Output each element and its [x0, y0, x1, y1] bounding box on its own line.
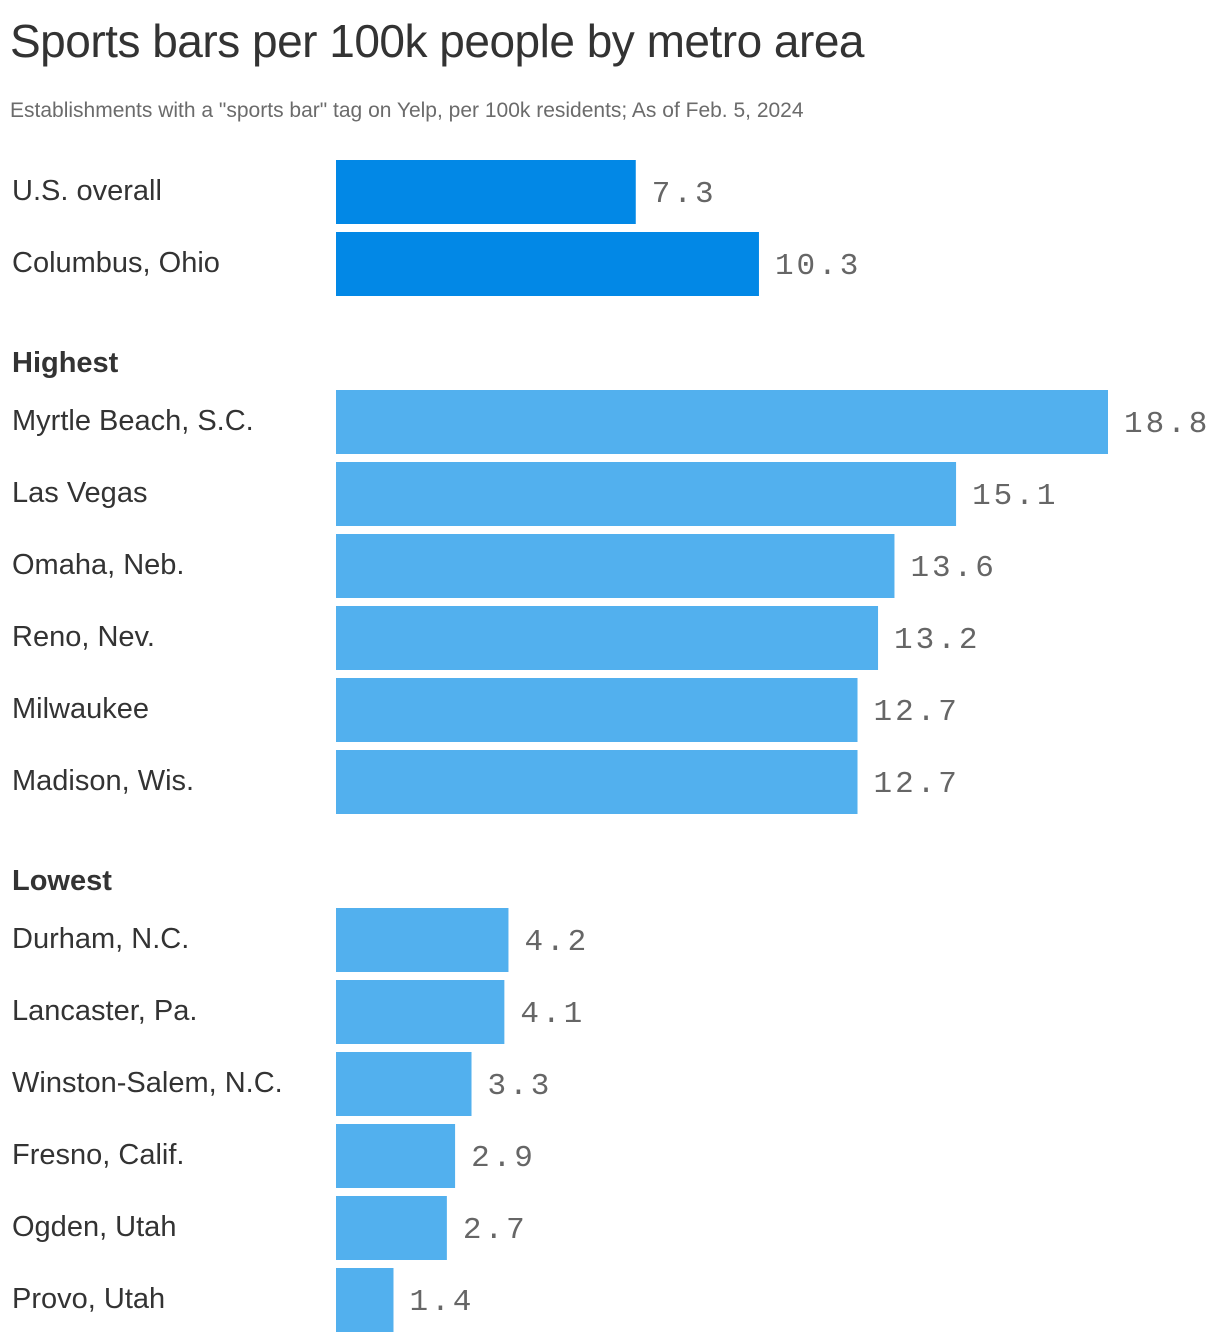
chart-subtitle: Establishments with a "sports bar" tag o… — [10, 99, 804, 122]
bar-u-s-overall — [336, 160, 636, 224]
value-label-columbus-ohio: 10.3 — [775, 249, 861, 284]
value-label-winston-salem-n-c: 3.3 — [488, 1069, 553, 1104]
category-label-omaha-neb: Omaha, Neb. — [12, 549, 184, 581]
value-label-las-vegas: 15.1 — [972, 479, 1058, 514]
bar-lancaster-pa — [336, 980, 505, 1044]
category-label-lancaster-pa: Lancaster, Pa. — [12, 995, 197, 1027]
value-label-fresno-calif: 2.9 — [471, 1141, 536, 1176]
bar-myrtle-beach-s-c — [336, 390, 1108, 454]
value-label-milwaukee: 12.7 — [874, 695, 960, 730]
category-label-las-vegas: Las Vegas — [12, 477, 147, 509]
value-label-u-s-overall: 7.3 — [652, 177, 717, 212]
value-label-myrtle-beach-s-c: 18.8 — [1124, 407, 1210, 442]
category-label-winston-salem-n-c: Winston-Salem, N.C. — [12, 1067, 283, 1099]
category-label-u-s-overall: U.S. overall — [12, 175, 162, 207]
bar-madison-wis — [336, 750, 858, 814]
value-label-ogden-utah: 2.7 — [463, 1213, 528, 1248]
category-label-durham-n-c: Durham, N.C. — [12, 923, 189, 955]
category-label-reno-nev: Reno, Nev. — [12, 621, 155, 653]
category-label-fresno-calif: Fresno, Calif. — [12, 1139, 184, 1171]
category-label-provo-utah: Provo, Utah — [12, 1283, 165, 1315]
bar-omaha-neb — [336, 534, 895, 598]
category-label-milwaukee: Milwaukee — [12, 693, 149, 725]
bar-las-vegas — [336, 462, 957, 526]
bar-milwaukee — [336, 678, 858, 742]
bar-columbus-ohio — [336, 232, 759, 296]
category-label-madison-wis: Madison, Wis. — [12, 765, 194, 797]
bar-reno-nev — [336, 606, 879, 670]
value-label-madison-wis: 12.7 — [874, 767, 960, 802]
value-label-reno-nev: 13.2 — [894, 623, 980, 658]
value-label-durham-n-c: 4.2 — [524, 925, 589, 960]
bar-ogden-utah — [336, 1196, 447, 1260]
bar-durham-n-c — [336, 908, 509, 972]
category-label-myrtle-beach-s-c: Myrtle Beach, S.C. — [12, 405, 254, 437]
section-label-highest: Highest — [12, 347, 119, 379]
category-label-columbus-ohio: Columbus, Ohio — [12, 247, 220, 279]
section-label-lowest: Lowest — [12, 865, 112, 897]
value-label-omaha-neb: 13.6 — [910, 551, 996, 586]
category-label-ogden-utah: Ogden, Utah — [12, 1211, 176, 1243]
bar-provo-utah — [336, 1268, 394, 1332]
value-label-lancaster-pa: 4.1 — [520, 997, 585, 1032]
value-label-provo-utah: 1.4 — [409, 1285, 474, 1320]
bar-fresno-calif — [336, 1124, 456, 1188]
bar-winston-salem-n-c — [336, 1052, 472, 1116]
chart-title: Sports bars per 100k people by metro are… — [10, 15, 865, 67]
